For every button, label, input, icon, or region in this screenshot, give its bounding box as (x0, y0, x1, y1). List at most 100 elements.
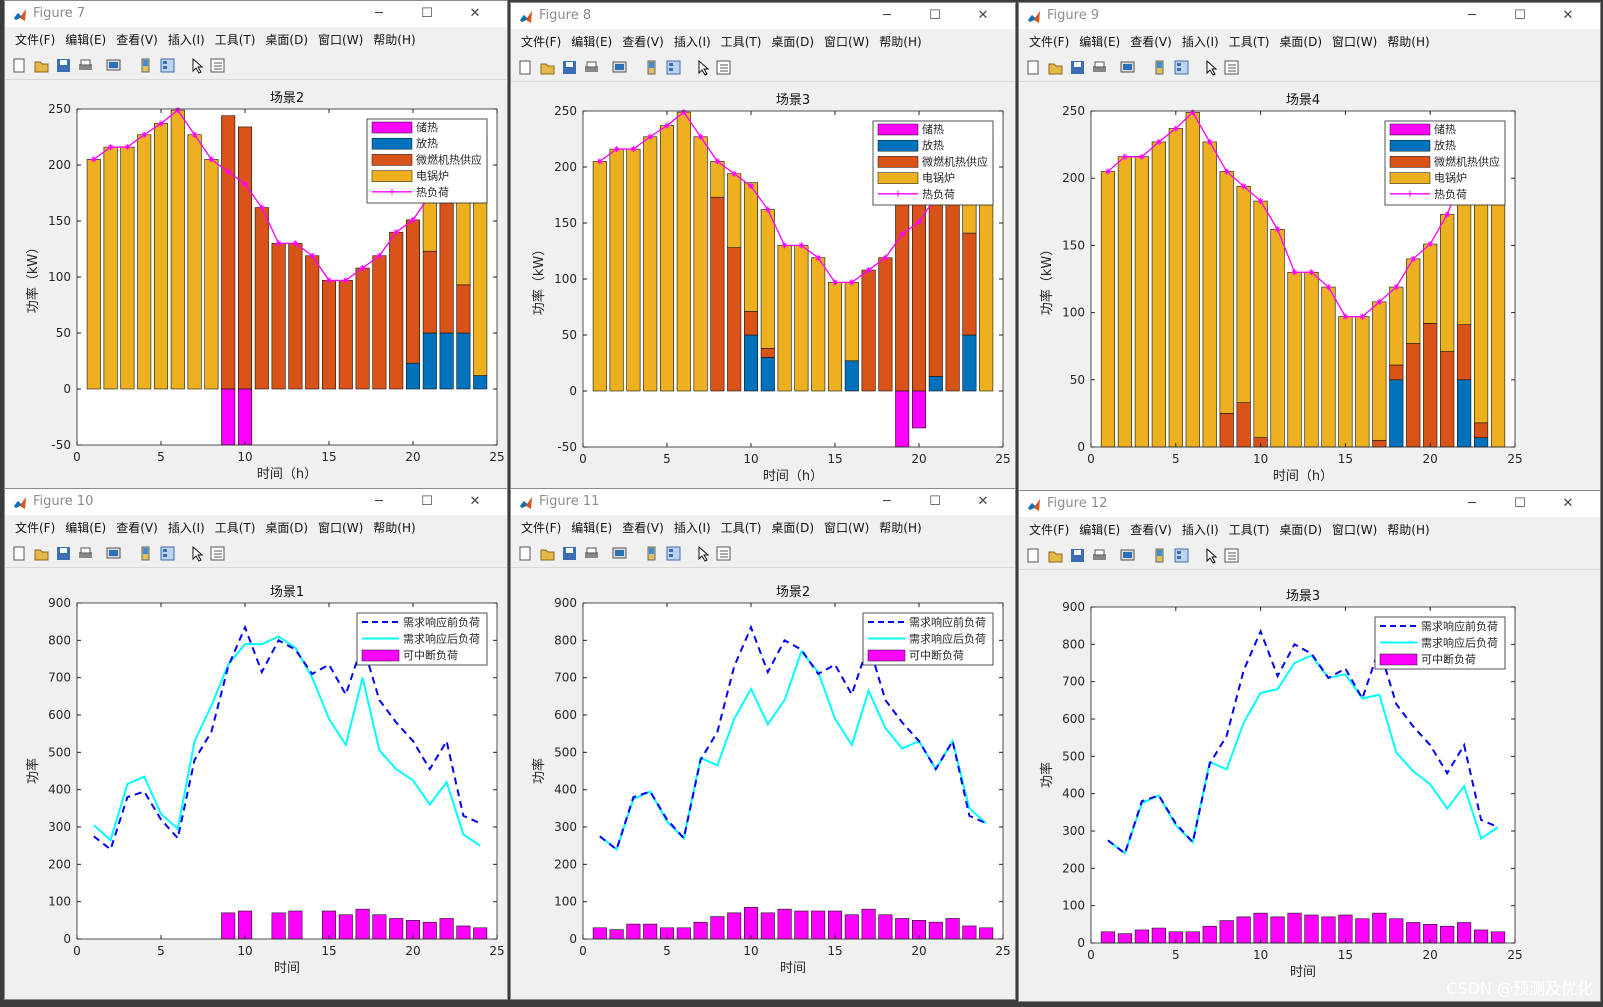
menu-item[interactable]: 窗口(W) (318, 521, 364, 535)
print-icon[interactable] (77, 545, 94, 562)
insert-legend-icon[interactable] (159, 57, 176, 74)
print-preview-icon[interactable] (611, 59, 628, 76)
open-folder-icon[interactable] (33, 57, 50, 74)
minimize-button[interactable]: ─ (883, 494, 891, 509)
property-editor-icon[interactable] (209, 545, 226, 562)
minimize-button[interactable]: ─ (883, 8, 891, 23)
open-folder-icon[interactable] (1047, 547, 1064, 564)
pointer-icon[interactable] (1203, 59, 1220, 76)
print-preview-icon[interactable] (1119, 59, 1136, 76)
menu-item[interactable]: 编辑(E) (1079, 35, 1121, 49)
save-icon[interactable] (561, 59, 578, 76)
print-preview-icon[interactable] (611, 545, 628, 562)
new-file-icon[interactable] (11, 545, 28, 562)
close-button[interactable]: ✕ (469, 6, 481, 21)
menu-item[interactable]: 窗口(W) (824, 521, 870, 535)
menu-item[interactable]: 工具(T) (720, 35, 762, 49)
menu-item[interactable]: 窗口(W) (1332, 523, 1378, 537)
menu-item[interactable]: 工具(T) (720, 521, 762, 535)
print-preview-icon[interactable] (105, 545, 122, 562)
menu-item[interactable]: 工具(T) (1228, 35, 1270, 49)
insert-legend-icon[interactable] (665, 545, 682, 562)
minimize-button[interactable]: ─ (375, 6, 383, 21)
new-file-icon[interactable] (517, 59, 534, 76)
property-editor-icon[interactable] (1223, 547, 1240, 564)
maximize-button[interactable]: ☐ (421, 494, 433, 509)
open-folder-icon[interactable] (539, 59, 556, 76)
print-icon[interactable] (583, 545, 600, 562)
minimize-button[interactable]: ─ (1468, 8, 1476, 23)
menu-item[interactable]: 帮助(H) (373, 33, 416, 47)
minimize-button[interactable]: ─ (375, 494, 383, 509)
menu-item[interactable]: 窗口(W) (824, 35, 870, 49)
menu-item[interactable]: 查看(V) (1130, 35, 1172, 49)
close-button[interactable]: ✕ (977, 8, 989, 23)
menu-item[interactable]: 编辑(E) (65, 521, 107, 535)
menu-item[interactable]: 帮助(H) (373, 521, 416, 535)
menu-item[interactable]: 编辑(E) (1079, 523, 1121, 537)
menu-item[interactable]: 桌面(D) (265, 33, 309, 47)
link-icon[interactable] (137, 545, 154, 562)
menu-item[interactable]: 查看(V) (622, 521, 664, 535)
open-folder-icon[interactable] (33, 545, 50, 562)
property-editor-icon[interactable] (715, 59, 732, 76)
menu-item[interactable]: 文件(F) (15, 521, 56, 535)
menu-item[interactable]: 桌面(D) (265, 521, 309, 535)
menu-item[interactable]: 查看(V) (622, 35, 664, 49)
menu-item[interactable]: 桌面(D) (771, 521, 815, 535)
close-button[interactable]: ✕ (469, 494, 481, 509)
open-folder-icon[interactable] (1047, 59, 1064, 76)
menu-item[interactable]: 编辑(E) (571, 521, 613, 535)
new-file-icon[interactable] (11, 57, 28, 74)
open-folder-icon[interactable] (539, 545, 556, 562)
maximize-button[interactable]: ☐ (929, 8, 941, 23)
menu-item[interactable]: 桌面(D) (1279, 35, 1323, 49)
menu-item[interactable]: 文件(F) (1029, 35, 1070, 49)
maximize-button[interactable]: ☐ (1514, 8, 1526, 23)
pointer-icon[interactable] (189, 57, 206, 74)
menu-item[interactable]: 插入(I) (673, 521, 711, 535)
save-icon[interactable] (1069, 547, 1086, 564)
menu-item[interactable]: 编辑(E) (65, 33, 107, 47)
maximize-button[interactable]: ☐ (1514, 496, 1526, 511)
property-editor-icon[interactable] (715, 545, 732, 562)
maximize-button[interactable]: ☐ (421, 6, 433, 21)
property-editor-icon[interactable] (209, 57, 226, 74)
print-icon[interactable] (77, 57, 94, 74)
print-icon[interactable] (1091, 547, 1108, 564)
menu-item[interactable]: 编辑(E) (571, 35, 613, 49)
print-preview-icon[interactable] (1119, 547, 1136, 564)
insert-legend-icon[interactable] (665, 59, 682, 76)
menu-item[interactable]: 窗口(W) (1332, 35, 1378, 49)
new-file-icon[interactable] (1025, 59, 1042, 76)
menu-item[interactable]: 插入(I) (167, 521, 205, 535)
menu-item[interactable]: 查看(V) (1130, 523, 1172, 537)
menu-item[interactable]: 文件(F) (521, 35, 562, 49)
save-icon[interactable] (55, 545, 72, 562)
menu-item[interactable]: 插入(I) (167, 33, 205, 47)
property-editor-icon[interactable] (1223, 59, 1240, 76)
menu-item[interactable]: 插入(I) (1181, 523, 1219, 537)
print-icon[interactable] (1091, 59, 1108, 76)
menu-item[interactable]: 桌面(D) (1279, 523, 1323, 537)
pointer-icon[interactable] (695, 59, 712, 76)
menu-item[interactable]: 帮助(H) (1387, 35, 1430, 49)
menu-item[interactable]: 帮助(H) (879, 521, 922, 535)
save-icon[interactable] (561, 545, 578, 562)
pointer-icon[interactable] (695, 545, 712, 562)
menu-item[interactable]: 帮助(H) (1387, 523, 1430, 537)
menu-item[interactable]: 工具(T) (214, 521, 256, 535)
menu-item[interactable]: 文件(F) (15, 33, 56, 47)
menu-item[interactable]: 插入(I) (673, 35, 711, 49)
menu-item[interactable]: 文件(F) (521, 521, 562, 535)
minimize-button[interactable]: ─ (1468, 496, 1476, 511)
pointer-icon[interactable] (189, 545, 206, 562)
link-icon[interactable] (1151, 59, 1168, 76)
link-icon[interactable] (643, 59, 660, 76)
print-preview-icon[interactable] (105, 57, 122, 74)
menu-item[interactable]: 文件(F) (1029, 523, 1070, 537)
link-icon[interactable] (137, 57, 154, 74)
menu-item[interactable]: 工具(T) (214, 33, 256, 47)
menu-item[interactable]: 帮助(H) (879, 35, 922, 49)
insert-legend-icon[interactable] (159, 545, 176, 562)
